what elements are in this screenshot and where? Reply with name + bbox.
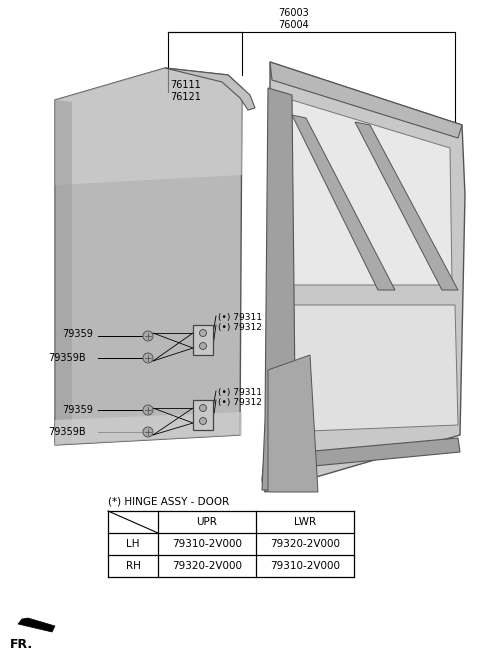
Text: 76003
76004: 76003 76004: [278, 8, 309, 30]
Polygon shape: [270, 62, 462, 138]
Text: FR.: FR.: [10, 638, 33, 651]
Text: LWR: LWR: [294, 517, 316, 527]
Text: 79359: 79359: [62, 405, 93, 415]
Polygon shape: [55, 68, 242, 185]
Text: 79359: 79359: [62, 329, 93, 339]
Polygon shape: [55, 68, 242, 445]
Polygon shape: [270, 438, 460, 470]
Text: RH: RH: [126, 561, 141, 571]
Text: 79310-2V000: 79310-2V000: [172, 539, 242, 549]
Text: (•) 79312: (•) 79312: [218, 398, 262, 407]
Circle shape: [200, 405, 206, 411]
FancyBboxPatch shape: [193, 325, 213, 355]
Circle shape: [143, 331, 153, 341]
Polygon shape: [292, 115, 395, 290]
Polygon shape: [285, 305, 458, 432]
Circle shape: [200, 342, 206, 350]
Polygon shape: [55, 412, 242, 445]
Text: 79320-2V000: 79320-2V000: [270, 539, 340, 549]
Text: 76111
76121: 76111 76121: [170, 80, 201, 102]
Polygon shape: [55, 100, 72, 445]
Circle shape: [143, 427, 153, 437]
Circle shape: [200, 417, 206, 424]
Polygon shape: [165, 68, 255, 110]
Circle shape: [143, 405, 153, 415]
Circle shape: [200, 329, 206, 337]
Polygon shape: [268, 355, 318, 492]
Text: (•) 79311: (•) 79311: [218, 313, 262, 322]
Text: 79310-2V000: 79310-2V000: [270, 561, 340, 571]
Polygon shape: [18, 618, 55, 632]
Circle shape: [143, 353, 153, 363]
Polygon shape: [282, 97, 452, 285]
Text: (*) HINGE ASSY - DOOR: (*) HINGE ASSY - DOOR: [108, 496, 229, 506]
Text: 79359B: 79359B: [48, 427, 85, 437]
Text: UPR: UPR: [197, 517, 217, 527]
Text: 79359B: 79359B: [48, 353, 85, 363]
Text: 79320-2V000: 79320-2V000: [172, 561, 242, 571]
Text: (•) 79312: (•) 79312: [218, 323, 262, 332]
Polygon shape: [262, 88, 296, 490]
Polygon shape: [355, 122, 458, 290]
Polygon shape: [262, 62, 465, 492]
FancyBboxPatch shape: [193, 400, 213, 430]
Text: (•) 79311: (•) 79311: [218, 388, 262, 397]
Text: LH: LH: [126, 539, 140, 549]
